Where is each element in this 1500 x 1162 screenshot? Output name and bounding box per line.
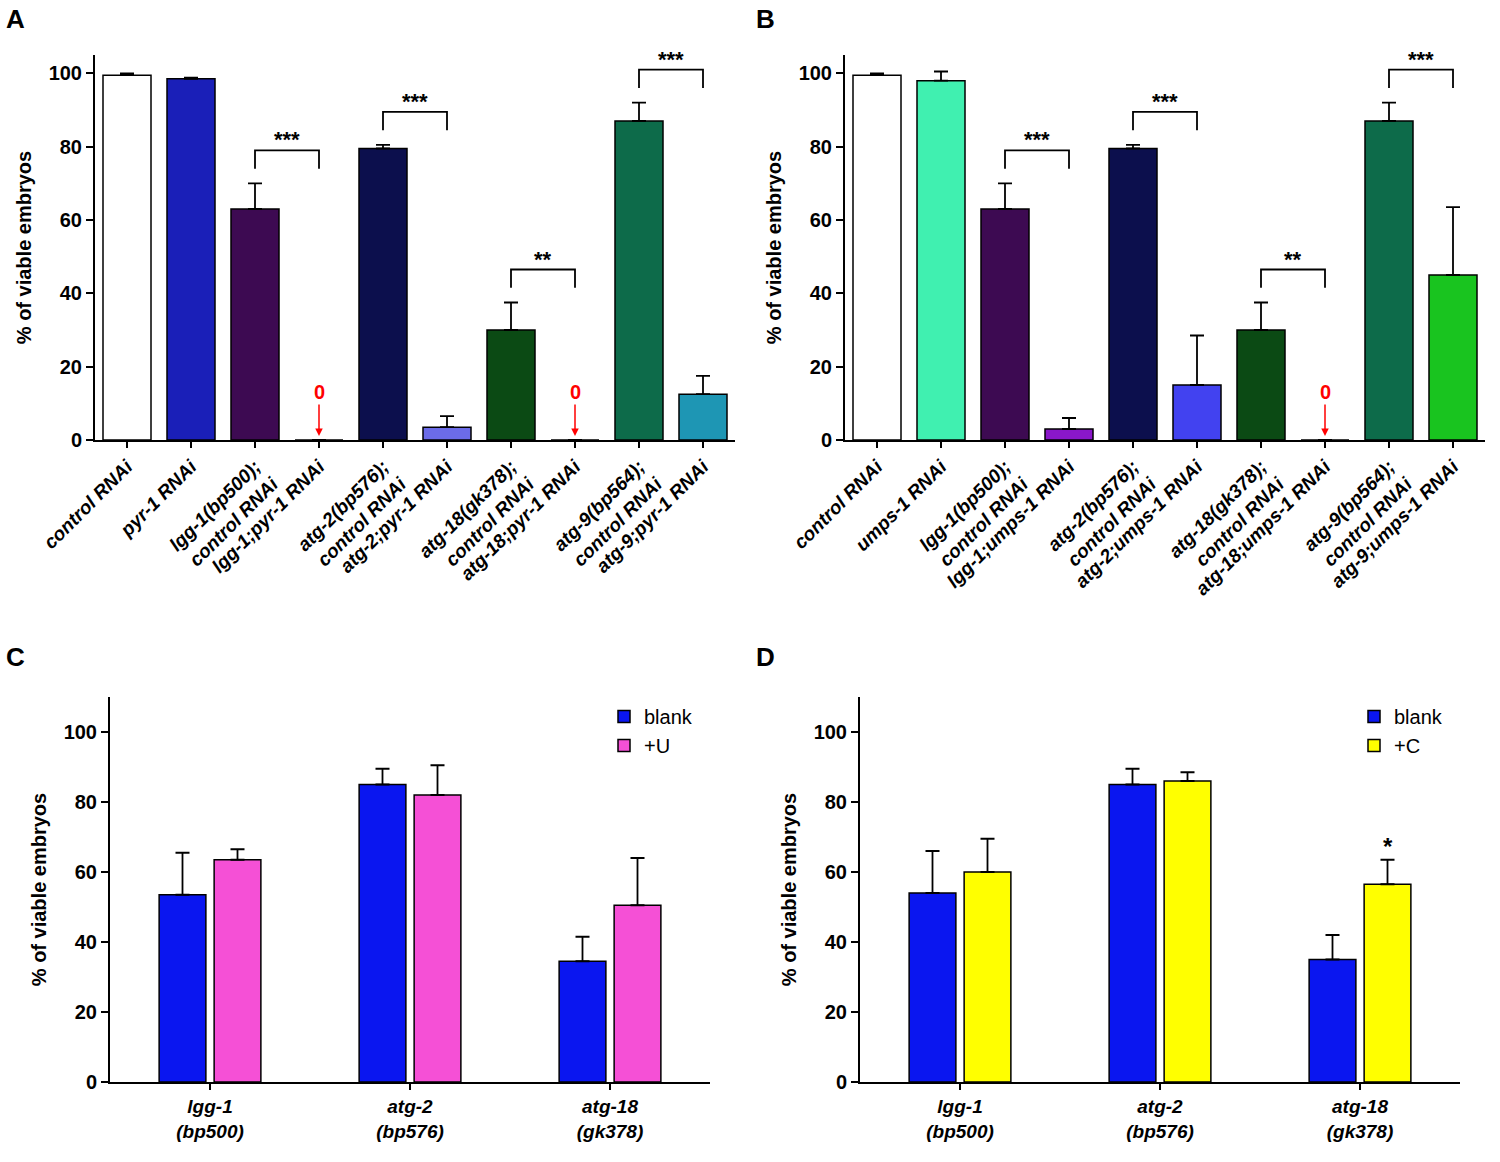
svg-text:100: 100 bbox=[799, 62, 832, 84]
svg-text:atg-9;umps-1 RNAi: atg-9;umps-1 RNAi bbox=[1327, 455, 1463, 591]
svg-text:control RNAi: control RNAi bbox=[790, 455, 887, 552]
svg-text:***: *** bbox=[1024, 127, 1050, 152]
svg-text:atg-2(bp576): atg-2(bp576) bbox=[1126, 1096, 1194, 1142]
svg-text:+U: +U bbox=[644, 735, 670, 757]
svg-text:% of viable embryos: % of viable embryos bbox=[778, 793, 800, 986]
svg-text:40: 40 bbox=[810, 282, 832, 304]
svg-text:C: C bbox=[6, 642, 25, 672]
svg-text:atg-9(bp564);control RNAi: atg-9(bp564);control RNAi bbox=[1299, 455, 1416, 572]
svg-text:atg-18;pyr-1 RNAi: atg-18;pyr-1 RNAi bbox=[456, 455, 585, 584]
svg-text:control RNAi: control RNAi bbox=[40, 455, 137, 552]
svg-text:atg-18(gk378): atg-18(gk378) bbox=[577, 1096, 644, 1142]
svg-text:60: 60 bbox=[60, 209, 82, 231]
svg-text:100: 100 bbox=[49, 62, 82, 84]
svg-text:atg-9;pyr-1 RNAi: atg-9;pyr-1 RNAi bbox=[592, 455, 713, 576]
svg-text:atg-18;umps-1 RNAi: atg-18;umps-1 RNAi bbox=[1191, 455, 1335, 599]
svg-text:20: 20 bbox=[60, 356, 82, 378]
svg-text:atg-2;pyr-1 RNAi: atg-2;pyr-1 RNAi bbox=[336, 455, 457, 576]
svg-text:atg-2(bp576): atg-2(bp576) bbox=[376, 1096, 444, 1142]
svg-text:atg-2(bp576);control RNAi: atg-2(bp576);control RNAi bbox=[1043, 455, 1160, 572]
svg-text:atg-18(gk378);control RNAi: atg-18(gk378);control RNAi bbox=[1165, 455, 1289, 579]
svg-text:pyr-1 RNAi: pyr-1 RNAi bbox=[116, 455, 201, 540]
svg-text:***: *** bbox=[1152, 89, 1178, 114]
svg-text:20: 20 bbox=[825, 1001, 847, 1023]
svg-text:A: A bbox=[6, 4, 25, 34]
svg-text:lgg-1(bp500);control RNAi: lgg-1(bp500);control RNAi bbox=[915, 455, 1032, 572]
svg-text:0: 0 bbox=[836, 1071, 847, 1093]
svg-text:0: 0 bbox=[1320, 381, 1331, 403]
svg-text:60: 60 bbox=[825, 861, 847, 883]
svg-text:atg-2(bp576);control RNAi: atg-2(bp576);control RNAi bbox=[293, 455, 410, 572]
svg-text:D: D bbox=[756, 642, 775, 672]
svg-text:60: 60 bbox=[810, 209, 832, 231]
svg-text:*: * bbox=[1383, 833, 1393, 860]
svg-text:80: 80 bbox=[75, 791, 97, 813]
svg-text:B: B bbox=[756, 4, 775, 34]
svg-text:+C: +C bbox=[1394, 735, 1420, 757]
svg-text:40: 40 bbox=[60, 282, 82, 304]
svg-text:lgg-1(bp500): lgg-1(bp500) bbox=[176, 1096, 244, 1142]
svg-text:blank: blank bbox=[1394, 706, 1443, 728]
svg-text:0: 0 bbox=[71, 429, 82, 451]
svg-text:100: 100 bbox=[814, 721, 847, 743]
svg-text:60: 60 bbox=[75, 861, 97, 883]
svg-text:atg-9(bp564);control RNAi: atg-9(bp564);control RNAi bbox=[549, 455, 666, 572]
svg-text:80: 80 bbox=[825, 791, 847, 813]
svg-text:lgg-1;pyr-1 RNAi: lgg-1;pyr-1 RNAi bbox=[208, 455, 329, 576]
svg-text:0: 0 bbox=[570, 381, 581, 403]
svg-text:***: *** bbox=[274, 127, 300, 152]
svg-text:0: 0 bbox=[821, 429, 832, 451]
svg-text:80: 80 bbox=[810, 136, 832, 158]
svg-text:lgg-1;umps-1 RNAi: lgg-1;umps-1 RNAi bbox=[943, 455, 1079, 591]
svg-text:% of viable embryos: % of viable embryos bbox=[13, 151, 35, 344]
svg-text:0: 0 bbox=[86, 1071, 97, 1093]
svg-text:% of viable embryos: % of viable embryos bbox=[28, 793, 50, 986]
svg-text:blank: blank bbox=[644, 706, 693, 728]
svg-text:0: 0 bbox=[314, 381, 325, 403]
svg-text:**: ** bbox=[534, 247, 552, 272]
svg-text:40: 40 bbox=[825, 931, 847, 953]
svg-text:atg-2;umps-1 RNAi: atg-2;umps-1 RNAi bbox=[1071, 455, 1207, 591]
svg-text:atg-18(gk378);control RNAi: atg-18(gk378);control RNAi bbox=[415, 455, 539, 579]
svg-text:**: ** bbox=[1284, 247, 1302, 272]
svg-text:***: *** bbox=[402, 89, 428, 114]
svg-text:20: 20 bbox=[75, 1001, 97, 1023]
svg-text:lgg-1(bp500): lgg-1(bp500) bbox=[926, 1096, 994, 1142]
svg-text:20: 20 bbox=[810, 356, 832, 378]
svg-text:***: *** bbox=[1408, 47, 1434, 72]
svg-text:% of viable embryos: % of viable embryos bbox=[763, 151, 785, 344]
svg-text:***: *** bbox=[658, 47, 684, 72]
svg-text:lgg-1(bp500);control RNAi: lgg-1(bp500);control RNAi bbox=[165, 455, 282, 572]
svg-text:atg-18(gk378): atg-18(gk378) bbox=[1327, 1096, 1394, 1142]
svg-text:umps-1 RNAi: umps-1 RNAi bbox=[851, 455, 951, 555]
svg-text:40: 40 bbox=[75, 931, 97, 953]
svg-text:100: 100 bbox=[64, 721, 97, 743]
svg-text:80: 80 bbox=[60, 136, 82, 158]
